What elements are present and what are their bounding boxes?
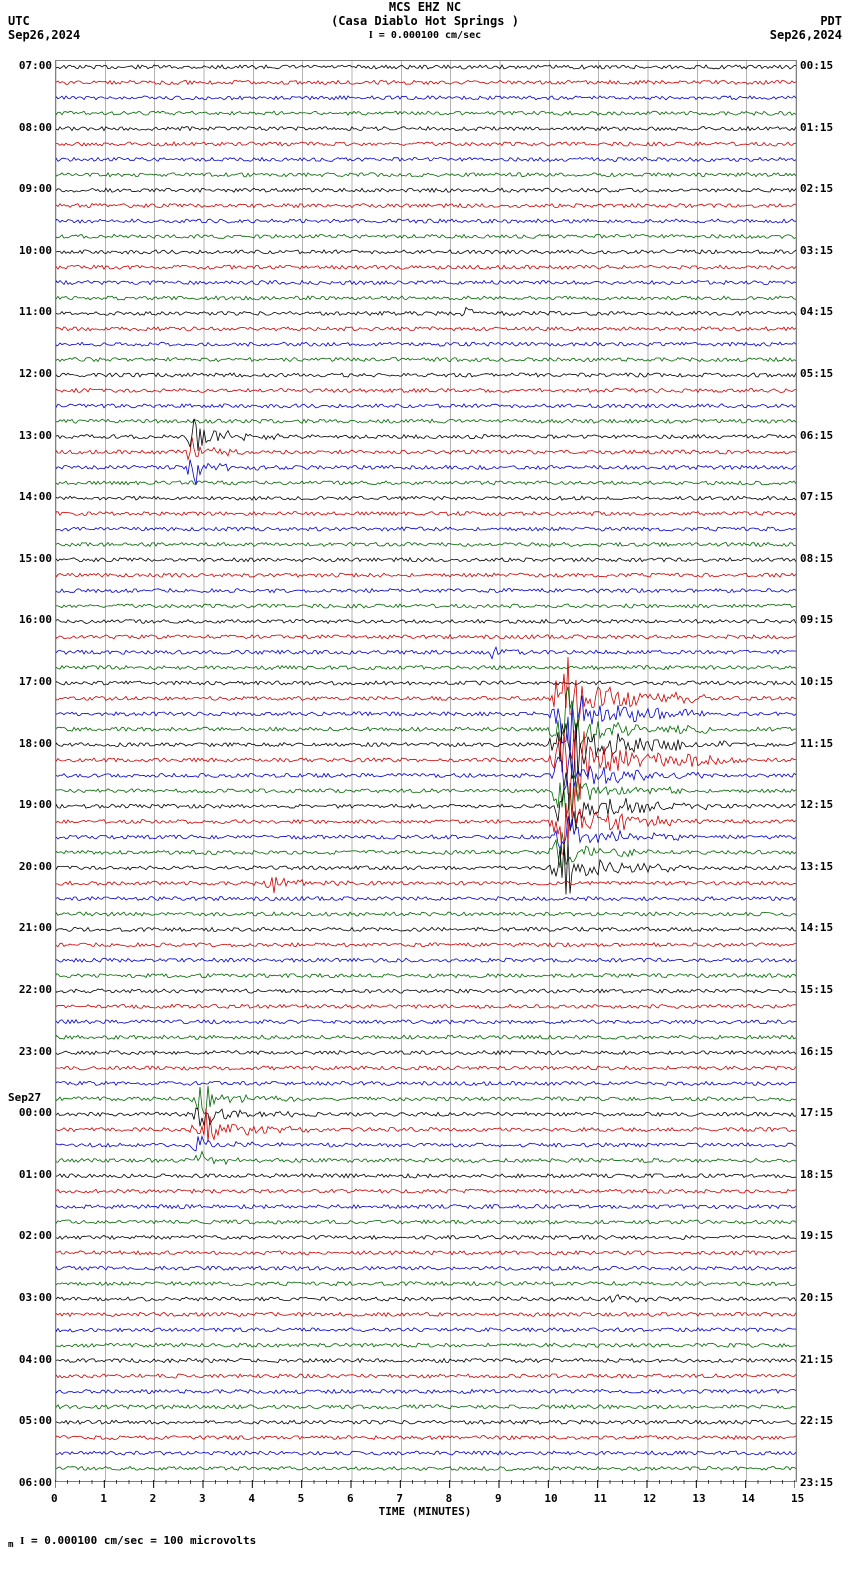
utc-time-label: 20:00 [12, 860, 52, 873]
pdt-label: PDT [820, 14, 842, 28]
pdt-time-label: 15:15 [800, 983, 833, 996]
day-break-label: Sep27 [8, 1091, 41, 1104]
chart-header: UTC Sep26,2024 MCS EHZ NC (Casa Diablo H… [0, 0, 850, 50]
pdt-time-label: 03:15 [800, 244, 833, 257]
utc-time-label: 16:00 [12, 613, 52, 626]
pdt-time-label: 13:15 [800, 860, 833, 873]
x-tick-label: 1 [100, 1492, 107, 1505]
x-tick-label: 11 [594, 1492, 607, 1505]
pdt-time-label: 06:15 [800, 429, 833, 442]
pdt-date: Sep26,2024 [770, 28, 842, 42]
utc-time-label: 11:00 [12, 305, 52, 318]
x-tick-label: 14 [742, 1492, 755, 1505]
pdt-time-label: 14:15 [800, 921, 833, 934]
x-tick-label: 13 [692, 1492, 705, 1505]
x-tick-label: 0 [51, 1492, 58, 1505]
pdt-time-label: 22:15 [800, 1414, 833, 1427]
x-tick-label: 10 [544, 1492, 557, 1505]
x-tick-label: 12 [643, 1492, 656, 1505]
x-tick-label: 9 [495, 1492, 502, 1505]
station-name: (Casa Diablo Hot Springs ) [0, 14, 850, 28]
pdt-time-label: 00:15 [800, 59, 833, 72]
utc-time-label: 10:00 [12, 244, 52, 257]
utc-time-label: 08:00 [12, 121, 52, 134]
pdt-time-label: 23:15 [800, 1476, 833, 1489]
pdt-time-label: 21:15 [800, 1353, 833, 1366]
x-tick-label: 6 [347, 1492, 354, 1505]
pdt-time-label: 12:15 [800, 798, 833, 811]
utc-time-label: 13:00 [12, 429, 52, 442]
x-tick-label: 4 [248, 1492, 255, 1505]
utc-time-label: 12:00 [12, 367, 52, 380]
helicorder-chart: 07:00 08:00 09:00 10:00 11:00 12:00 13:00 14:00… [0, 50, 850, 1530]
utc-time-label: 19:00 [12, 798, 52, 811]
x-tick-label: 3 [199, 1492, 206, 1505]
pdt-time-label: 07:15 [800, 490, 833, 503]
x-tick-label: 5 [298, 1492, 305, 1505]
utc-time-label: 00:00 [12, 1106, 52, 1119]
pdt-time-label: 19:15 [800, 1229, 833, 1242]
scale-indicator: I = 0.000100 cm/sec [0, 30, 850, 41]
utc-time-label: 05:00 [12, 1414, 52, 1427]
x-tick-label: 7 [396, 1492, 403, 1505]
pdt-time-label: 16:15 [800, 1045, 833, 1058]
x-tick-label: 15 [791, 1492, 804, 1505]
footer-scale: m I = 0.000100 cm/sec = 100 microvolts [0, 1530, 850, 1554]
utc-time-label: 02:00 [12, 1229, 52, 1242]
x-tick-label: 2 [150, 1492, 157, 1505]
pdt-time-label: 11:15 [800, 737, 833, 750]
utc-time-label: 17:00 [12, 675, 52, 688]
pdt-time-label: 01:15 [800, 121, 833, 134]
pdt-time-label: 20:15 [800, 1291, 833, 1304]
utc-time-label: 04:00 [12, 1353, 52, 1366]
pdt-time-label: 04:15 [800, 305, 833, 318]
utc-time-label: 03:00 [12, 1291, 52, 1304]
utc-time-label: 23:00 [12, 1045, 52, 1058]
x-axis-title: TIME (MINUTES) [55, 1505, 795, 1518]
pdt-time-label: 17:15 [800, 1106, 833, 1119]
x-axis: 0123456789101112131415 TIME (MINUTES) [55, 1480, 795, 1515]
pdt-time-label: 05:15 [800, 367, 833, 380]
pdt-time-label: 09:15 [800, 613, 833, 626]
pdt-time-label: 02:15 [800, 182, 833, 195]
utc-time-label: 15:00 [12, 552, 52, 565]
utc-time-label: 22:00 [12, 983, 52, 996]
seismogram-svg [56, 61, 796, 1481]
pdt-time-label: 10:15 [800, 675, 833, 688]
station-code: MCS EHZ NC [0, 0, 850, 14]
utc-time-label: 21:00 [12, 921, 52, 934]
utc-time-label: 18:00 [12, 737, 52, 750]
plot-area [55, 60, 797, 1482]
x-tick-label: 8 [446, 1492, 453, 1505]
utc-time-label: 07:00 [12, 59, 52, 72]
pdt-time-label: 08:15 [800, 552, 833, 565]
pdt-time-label: 18:15 [800, 1168, 833, 1181]
utc-time-label: 06:00 [12, 1476, 52, 1489]
utc-time-label: 09:00 [12, 182, 52, 195]
utc-time-label: 01:00 [12, 1168, 52, 1181]
utc-time-label: 14:00 [12, 490, 52, 503]
